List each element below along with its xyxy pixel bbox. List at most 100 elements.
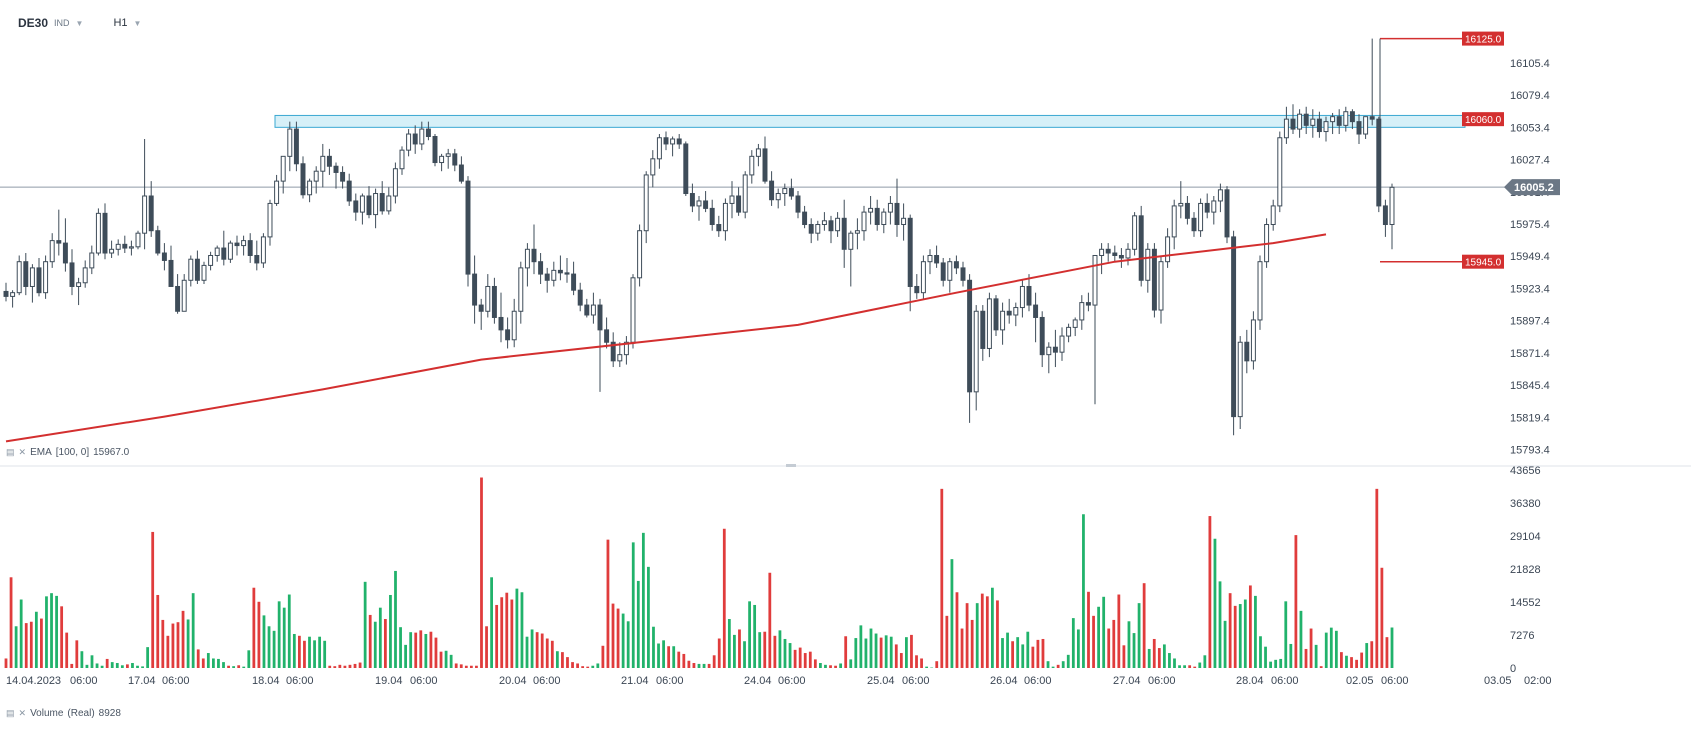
candle [326,155,332,167]
volume-tick-label: 0 [1510,663,1516,675]
volume-bar [859,625,863,668]
time-tick-label: 26.04 [990,675,1018,687]
volume-bar [515,588,519,668]
candle [366,195,372,216]
candle [201,264,207,281]
volume-bar [1309,628,1313,668]
time-tick-label: 19.04 [375,675,403,687]
volume-bar [80,651,84,668]
candle [168,259,174,287]
candle [188,258,194,281]
settings-icon[interactable]: ▤ [6,447,15,457]
candle [683,143,689,195]
volume-bar [1314,644,1318,668]
volume-bar [566,657,569,668]
volume-bar [1157,648,1161,668]
volume-bar [469,665,473,668]
volume-bar [1152,638,1156,668]
volume-bar [1071,618,1075,668]
candle [465,180,471,275]
volume-bar [227,665,230,668]
volume-bar [677,651,681,668]
candle [406,133,412,151]
volume-bar [277,601,281,668]
volume-bar [950,559,954,668]
volume-bar [1334,630,1338,668]
candle [656,137,662,160]
volume-bar [1233,605,1237,668]
candle [663,137,669,145]
symbol-label[interactable]: DE30 [18,16,49,30]
candle [650,158,656,176]
volume-bar [181,610,185,668]
volume-bar [834,665,837,668]
volume-bar [996,600,999,668]
candle [1217,189,1223,202]
volume-bar [257,601,261,668]
volume-bar [1218,581,1222,668]
candle [498,316,504,331]
candle [445,153,451,157]
time-tick-label: 06:00 [656,675,684,687]
volume-bar [1087,591,1090,668]
volume-bar [34,611,38,668]
volume-settings-icon[interactable]: ▤ [6,708,15,718]
volume-indicator-label[interactable]: ▤ ✕ Volume (Real) 8928 [6,708,121,719]
volume-bar [687,660,691,668]
timeframe-dropdown-icon[interactable]: ▼ [133,18,142,28]
candle [69,262,75,287]
volume-bar [1350,657,1353,668]
ema-indicator-label[interactable]: ▤ ✕ EMA [100, 0] 15967.0 [6,447,129,458]
volume-bar [535,632,539,668]
candle [505,329,511,341]
volume-bar [965,603,969,668]
volume-bar [707,663,711,668]
candle [557,269,563,274]
time-tick-label: 18.04 [252,675,280,687]
timeframe-selector[interactable]: H1 [113,17,128,29]
volume-bar [156,594,160,668]
volume-bar [1036,639,1040,668]
volume-bar [136,665,139,668]
volume-bar [626,621,630,668]
volume-bar [849,659,853,668]
candle [267,202,273,238]
volume-bar [475,665,478,668]
time-tick-label: 06:00 [1148,675,1176,687]
volume-bar [1198,662,1202,668]
candle [775,193,781,201]
volume-bar [758,632,762,668]
candle [155,230,161,254]
volume-bar [490,577,493,668]
volume-bar [1324,632,1328,668]
candle [1303,113,1309,126]
volume-bar [404,644,408,668]
volume-bar [935,661,939,668]
candle [564,272,570,275]
candle [1191,217,1197,232]
candle [29,267,35,287]
close-icon[interactable]: ✕ [18,447,27,457]
candle [1066,326,1072,337]
candle [1389,186,1395,226]
time-tick-label: 06:00 [778,675,806,687]
volume-bar [217,658,220,668]
volume-axis: 43656 36380 29104 21828 14552 7276 0 [1510,465,1541,675]
volume-bar [1122,645,1126,668]
symbol-dropdown-icon[interactable]: ▼ [75,18,84,28]
volume-bar [1162,644,1166,668]
candle [769,180,775,201]
candle [788,188,794,197]
volume-close-icon[interactable]: ✕ [18,708,27,718]
ema-line [5,233,1327,443]
volume-bar [267,626,271,668]
volume-bar [1304,648,1308,668]
volume-bar [212,658,215,668]
candle [643,174,649,232]
zone-level-label: 16060.0 [1465,115,1502,126]
candle [868,207,874,213]
candle [617,354,623,362]
candle [538,261,544,275]
candle [1224,189,1230,238]
